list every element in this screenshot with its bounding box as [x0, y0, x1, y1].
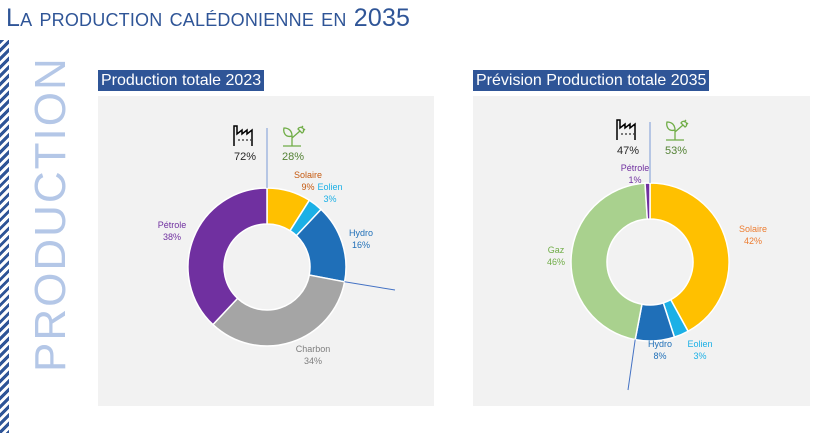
- factory-icon: [616, 119, 636, 140]
- data-label-name: Charbon: [296, 344, 331, 354]
- renewable-share-label: 53%: [665, 145, 687, 157]
- data-label-value: 9%: [301, 182, 314, 192]
- chart-title-2035: Prévision Production totale 2035: [473, 70, 710, 91]
- renewable-share-label: 28%: [282, 151, 304, 163]
- chart-panel-2035: [473, 96, 810, 406]
- split-line: [627, 339, 636, 391]
- slice-solaire: [649, 182, 730, 333]
- data-label-name: Eolien: [317, 182, 342, 192]
- data-label-name: Pétrole: [158, 220, 187, 230]
- data-label-name: Hydro: [648, 339, 672, 349]
- slice-pétrole: [187, 187, 268, 326]
- fossil-share-label: 72%: [234, 151, 256, 163]
- fossil-share-label: 47%: [617, 145, 639, 157]
- slice-gaz: [570, 182, 649, 341]
- title-text: La production calédonienne en: [6, 4, 347, 32]
- data-label-value: 46%: [547, 257, 565, 267]
- data-label-value: 3%: [693, 351, 706, 361]
- data-label-value: 16%: [352, 240, 370, 250]
- data-label-value: 3%: [323, 194, 336, 204]
- data-label-name: Eolien: [687, 339, 712, 349]
- slice-pétrole: [644, 182, 651, 220]
- factory-icon: [233, 125, 253, 146]
- chart-panel-2023: [98, 96, 434, 406]
- data-label-name: Pétrole: [621, 163, 650, 173]
- chart-title-2023: Production totale 2023: [98, 70, 265, 91]
- slice-charbon: [211, 274, 346, 347]
- data-label-value: 42%: [744, 236, 762, 246]
- data-label-name: Hydro: [349, 228, 373, 238]
- split-line: [344, 281, 396, 291]
- data-label-value: 38%: [163, 232, 181, 242]
- data-label-name: Gaz: [548, 245, 565, 255]
- data-label-name: Solaire: [294, 170, 322, 180]
- renewable-plant-icon: [283, 125, 306, 147]
- renewable-plant-icon: [666, 119, 689, 141]
- data-label-value: 8%: [653, 351, 666, 361]
- title-year: 2035: [353, 4, 411, 32]
- data-label-name: Solaire: [739, 224, 767, 234]
- decorative-strip: [0, 40, 9, 433]
- data-label-value: 34%: [304, 356, 322, 366]
- page-title: La production calédonienne en 2035: [6, 4, 410, 33]
- data-label-value: 1%: [628, 175, 641, 185]
